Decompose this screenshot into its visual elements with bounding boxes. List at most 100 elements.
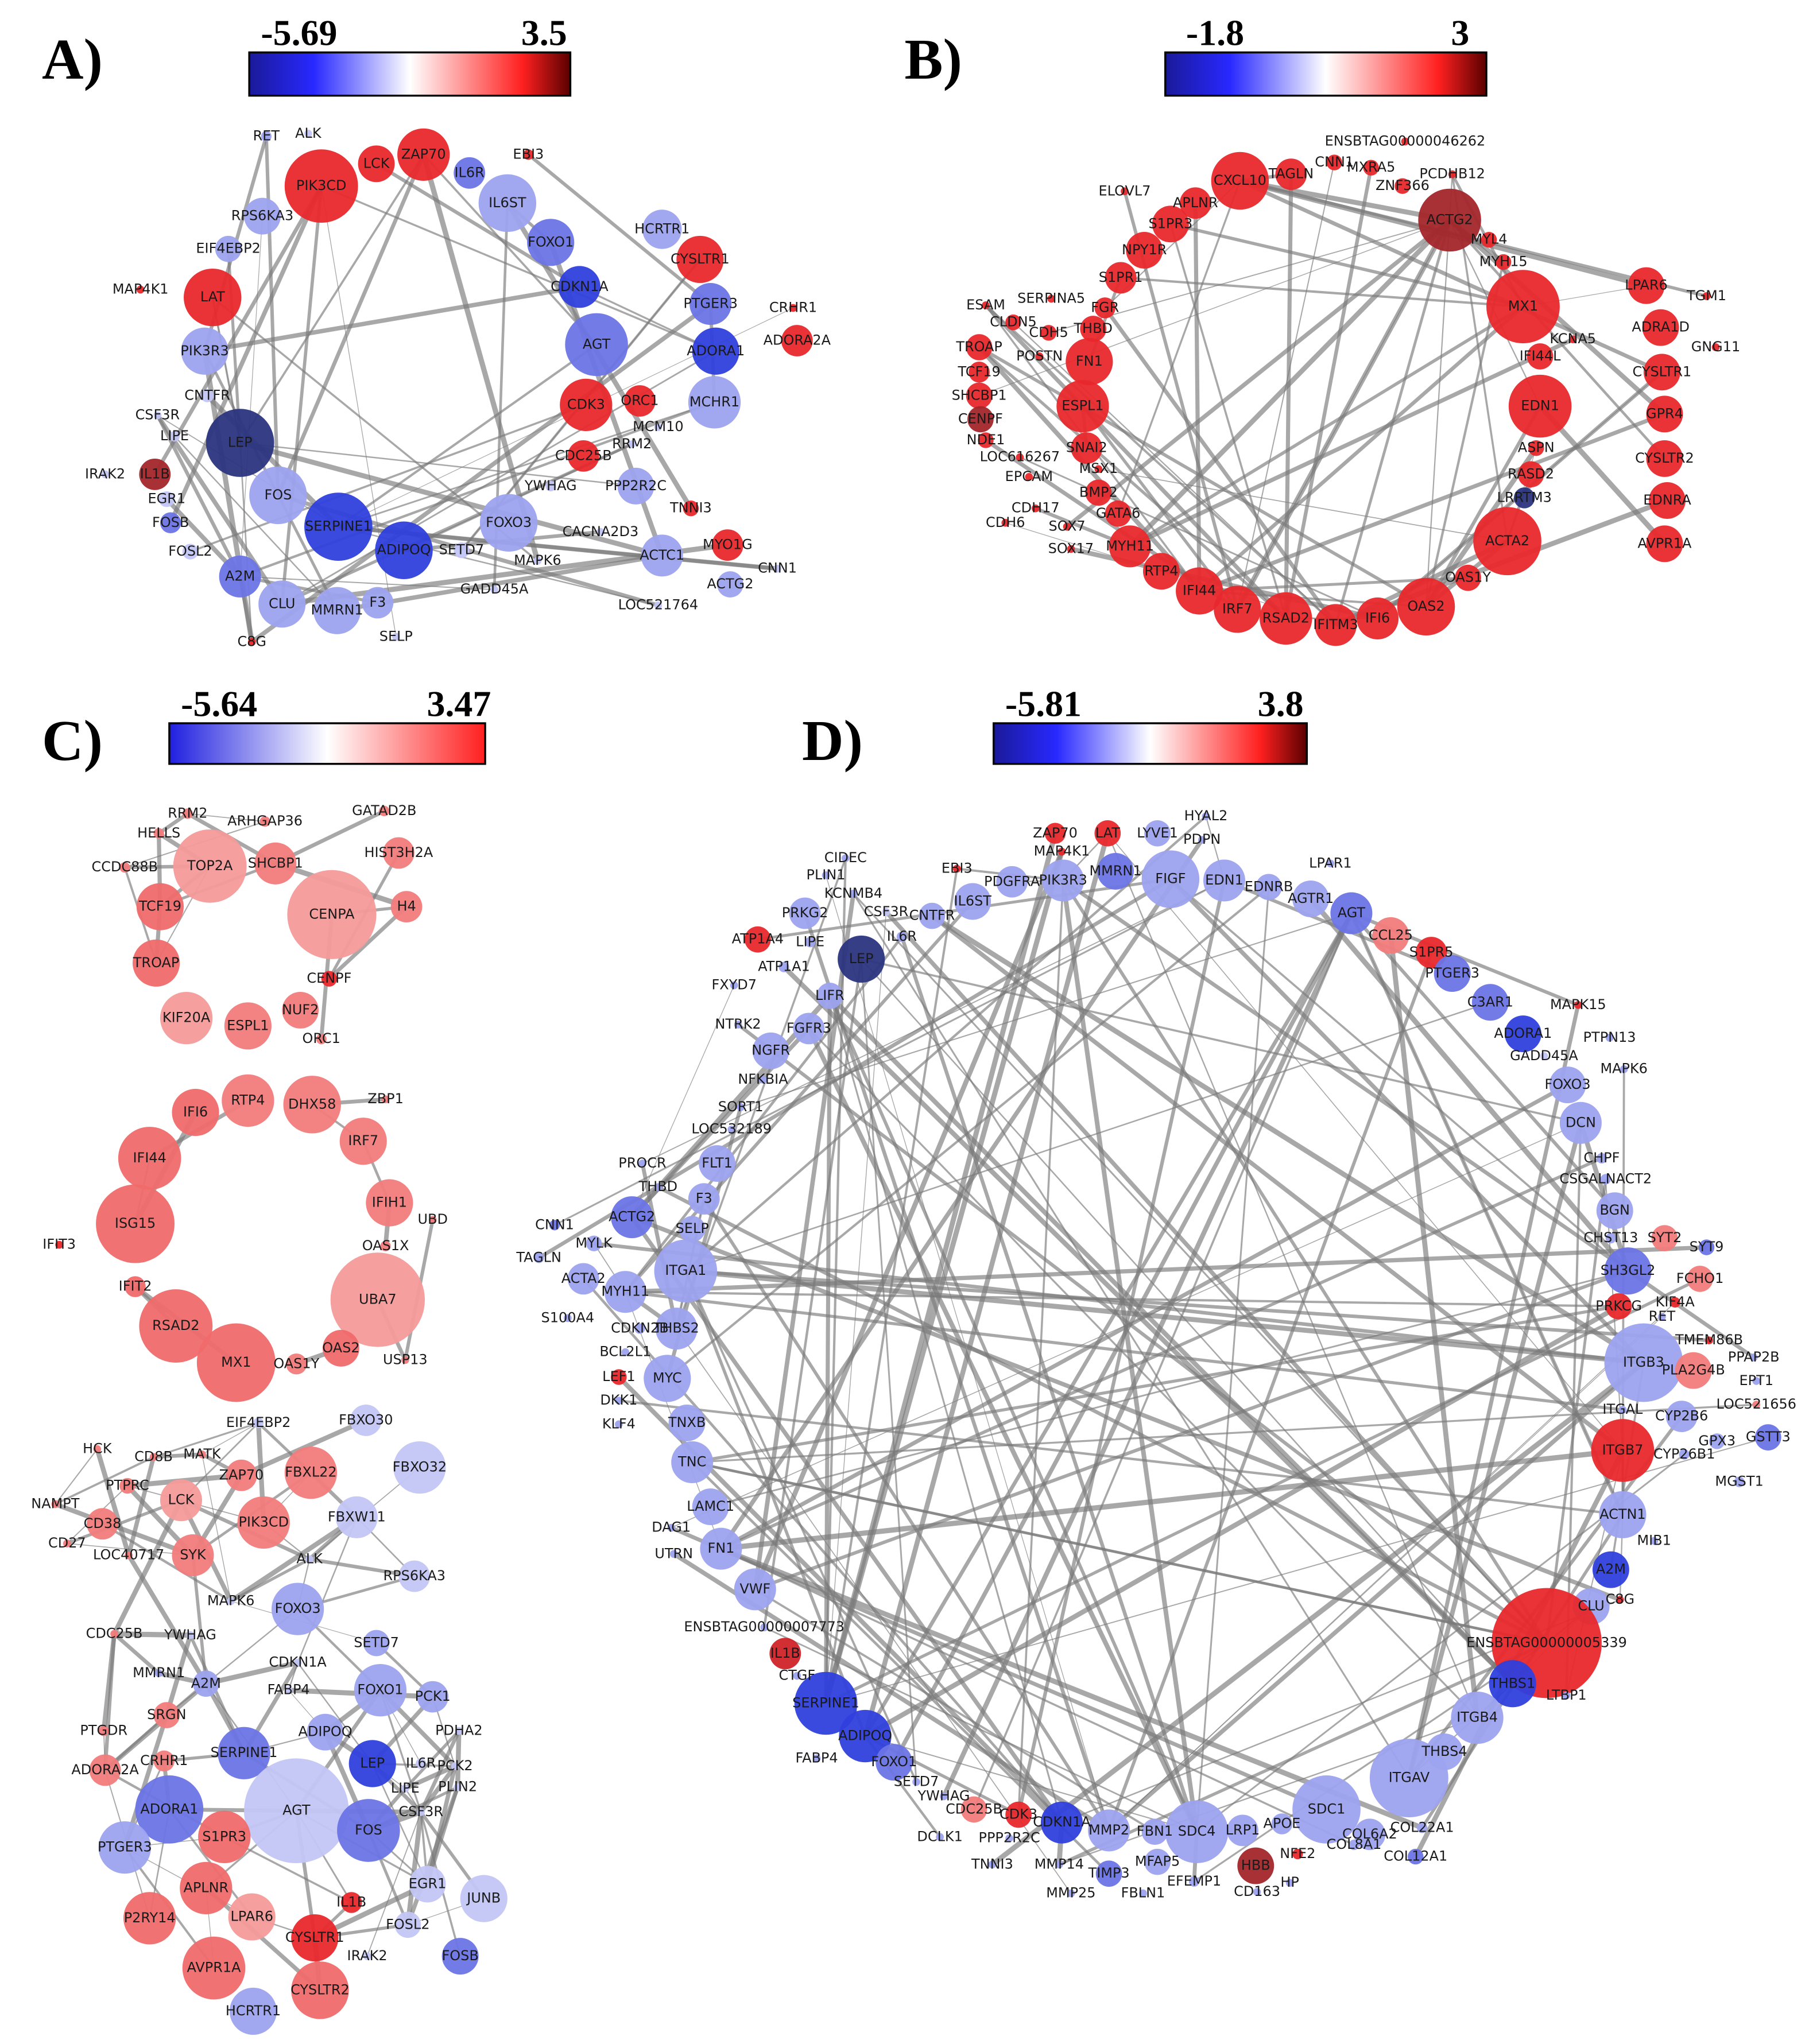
gene-node — [441, 1938, 479, 1975]
gene-node — [1227, 1814, 1258, 1847]
gene-label: SOX17 — [1048, 540, 1094, 556]
gene-node — [1055, 1860, 1063, 1869]
gene-label: IL6R — [887, 928, 917, 944]
gene-label: EDNRB — [1245, 878, 1293, 894]
gene-label: ELOVL7 — [1098, 183, 1151, 199]
gene-label: S100A4 — [541, 1309, 595, 1325]
gene-node — [363, 1952, 371, 1960]
gene-label: FXYD7 — [711, 977, 757, 993]
gene-node — [793, 1671, 801, 1680]
gene-node — [98, 1821, 151, 1874]
gene-node — [1292, 1775, 1361, 1844]
gene-node — [700, 1527, 742, 1570]
gene-label: NUF2 — [282, 1002, 319, 1018]
gene-node — [789, 304, 797, 312]
scale-min-label: -1.8 — [1186, 13, 1244, 53]
gene-label: THBS1 — [1489, 1675, 1535, 1691]
gene-node — [244, 197, 281, 235]
gene-label: MYLK — [575, 1235, 613, 1251]
gene-node — [173, 829, 247, 903]
gene-node — [1616, 1596, 1624, 1604]
gene-node — [381, 1095, 390, 1104]
gene-label: LAT — [1095, 825, 1120, 841]
gene-label: A2M — [191, 1675, 221, 1691]
gene-label: MCM10 — [633, 418, 684, 435]
gene-label: AGT — [282, 1802, 311, 1818]
gene-node — [337, 1799, 400, 1862]
gene-node — [1203, 859, 1245, 902]
gene-label: PIK3R3 — [1039, 872, 1087, 888]
gene-label: ESPL1 — [227, 1017, 269, 1033]
gene-node — [182, 808, 193, 819]
gene-node — [1044, 823, 1066, 844]
gene-node — [1121, 187, 1129, 196]
gene-node — [1057, 847, 1066, 856]
edge — [113, 1632, 160, 1675]
edge — [632, 985, 735, 1217]
gene-label: RPS6KA3 — [231, 208, 293, 224]
edge — [900, 936, 1199, 1833]
gene-label: MFAP5 — [1135, 1853, 1180, 1870]
gene-label: CYP2B6 — [1655, 1408, 1708, 1424]
gene-label: CNTFR — [184, 387, 230, 403]
gene-node — [1001, 518, 1010, 527]
edge — [404, 1788, 422, 1813]
gene-node — [322, 1329, 359, 1367]
gene-node — [689, 283, 732, 325]
gene-label: MXRA5 — [1347, 159, 1395, 175]
gene-label: LIPE — [796, 933, 824, 949]
edge — [366, 1812, 422, 1957]
edge — [720, 1547, 1355, 1846]
gene-label: SOX7 — [1048, 518, 1085, 534]
gene-node — [1067, 545, 1075, 553]
gene-label: PDHA2 — [435, 1722, 483, 1738]
gene-label: COL8A1 — [1327, 1836, 1382, 1852]
gene-label: A2M — [1596, 1561, 1626, 1577]
gene-label: LOC40717 — [93, 1547, 164, 1563]
gene-node — [1418, 188, 1481, 252]
gene-label: TROAP — [955, 339, 1002, 355]
gene-node — [160, 991, 213, 1045]
gene-node — [794, 1671, 858, 1735]
gene-label: CNN1 — [1315, 154, 1354, 170]
gene-node — [638, 1159, 646, 1168]
gene-node — [139, 458, 171, 490]
gene-label: TNC — [677, 1453, 706, 1469]
gene-label: HYAL2 — [1184, 808, 1228, 824]
gene-node — [1604, 1247, 1652, 1295]
gene-label: PTGER3 — [98, 1839, 152, 1855]
gene-label: TIMP3 — [1088, 1865, 1130, 1881]
edge — [1407, 1122, 1583, 1779]
gene-node — [960, 1796, 987, 1823]
gene-label: FBXO30 — [339, 1411, 393, 1428]
gene-node — [417, 1808, 425, 1816]
gene-node — [1517, 461, 1544, 488]
gene-label: H4 — [397, 898, 416, 914]
edge — [670, 1526, 1327, 1812]
gene-label: CLU — [269, 595, 295, 611]
gene-label: EGR1 — [148, 491, 186, 507]
gene-label: FOXO3 — [1545, 1076, 1591, 1092]
gene-label: COL12A1 — [1384, 1848, 1447, 1864]
gene-node — [454, 157, 486, 189]
gene-node — [627, 440, 636, 448]
gene-node — [996, 866, 1028, 898]
edge — [527, 153, 712, 305]
gene-node — [1198, 836, 1206, 844]
gene-label: ITGB7 — [1602, 1442, 1643, 1458]
gene-label: LCK — [168, 1492, 195, 1508]
gene-label: ACTG2 — [1427, 211, 1473, 227]
panel-headers: A) -5.69 3.5 B) -1.8 3 C) -5.64 3.47 D) -5.81 3.8 — [42, 13, 1488, 773]
gene-label: PDPN — [1183, 831, 1221, 847]
gene-label: TGM1 — [1686, 288, 1726, 304]
gene-node — [1669, 1297, 1680, 1308]
gene-node — [282, 991, 319, 1029]
gene-node — [222, 1074, 274, 1127]
gene-label: SHCBP1 — [952, 387, 1007, 403]
gene-label: FOXO3 — [486, 514, 532, 530]
gene-label: PCK2 — [437, 1758, 472, 1774]
gene-node — [1047, 294, 1056, 303]
gene-label: YWHAG — [164, 1627, 216, 1643]
gene-label: SDC1 — [1308, 1801, 1346, 1817]
gene-node — [1035, 352, 1044, 360]
